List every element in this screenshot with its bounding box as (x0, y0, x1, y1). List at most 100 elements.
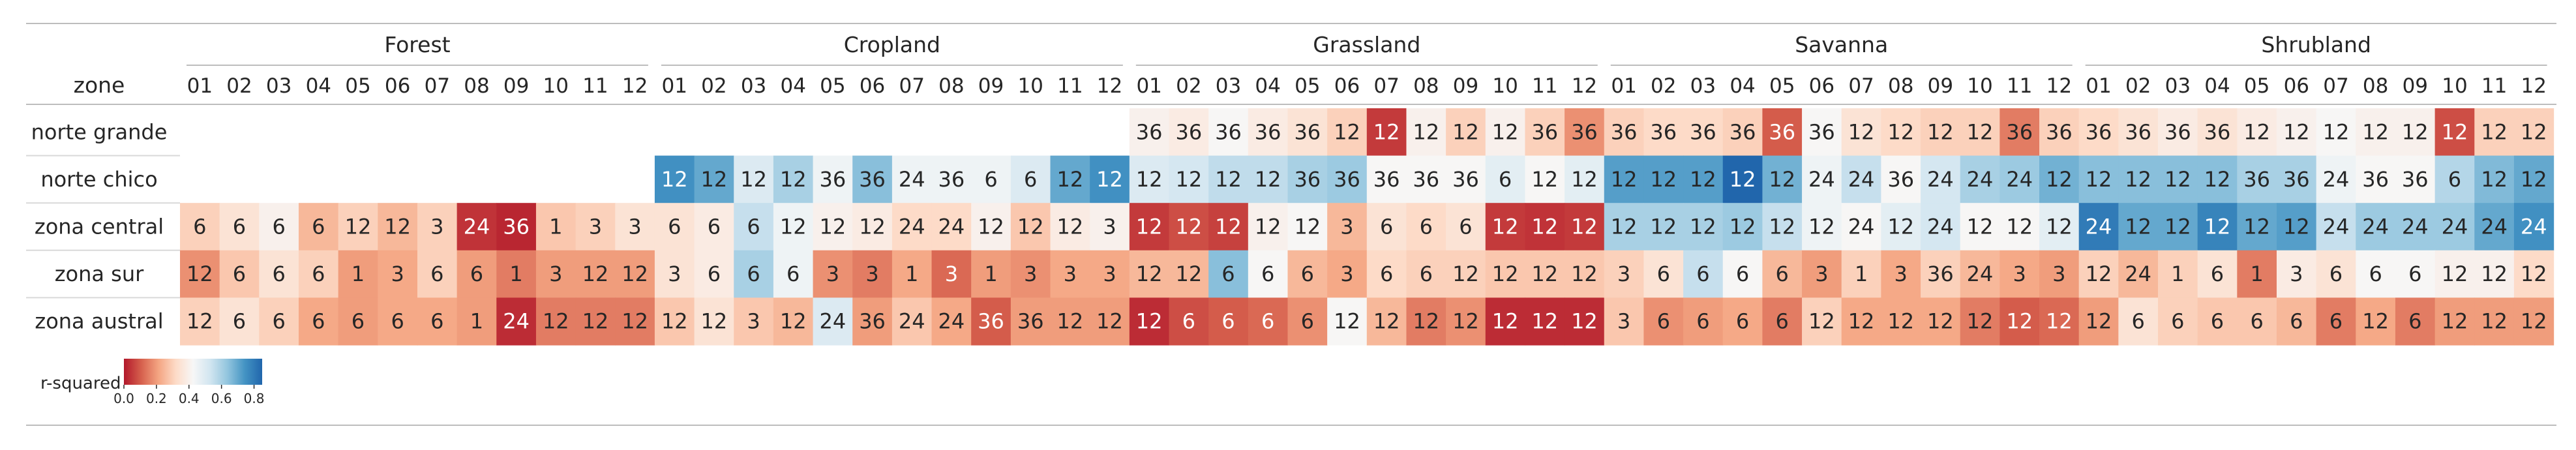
heatmap-cell (1683, 108, 1724, 157)
cell-label: 12 (622, 309, 648, 334)
month-label: 05 (2244, 74, 2269, 98)
heatmap-cell (1327, 155, 1368, 203)
cell-label: 12 (1452, 262, 1479, 286)
heatmap-cell (1050, 297, 1090, 346)
cell-label: 24 (820, 309, 846, 334)
heatmap-cell (694, 203, 734, 251)
heatmap-cell (219, 250, 260, 298)
heatmap-cell (734, 250, 774, 298)
heatmap-cell (259, 297, 299, 346)
zone-label: zona central (35, 215, 164, 239)
month-label: 06 (1809, 74, 1835, 98)
cell-label: 12 (780, 167, 807, 192)
heatmap-cell (1129, 155, 1170, 203)
heatmap-cell (1090, 250, 1130, 298)
heatmap-cell (1248, 250, 1289, 298)
cell-label: 3 (628, 215, 641, 239)
cell-label: 12 (1531, 309, 1558, 334)
cell-label: 12 (1650, 215, 1677, 239)
cell-label: 12 (1413, 119, 1439, 144)
cell-label: 36 (2402, 167, 2429, 192)
month-label: 08 (1413, 74, 1439, 98)
heatmap-cell (2118, 108, 2159, 157)
cell-label: 12 (1690, 167, 1716, 192)
cell-label: 12 (1452, 119, 1479, 144)
cell-label: 12 (1413, 309, 1439, 334)
cell-label: 12 (1492, 119, 1519, 144)
heatmap-cell (2197, 108, 2238, 157)
cell-label: 6 (2211, 309, 2224, 334)
heatmap-cell (1129, 250, 1170, 298)
cell-label: 3 (668, 262, 681, 286)
heatmap-cell (1406, 297, 1446, 346)
cell-label: 12 (2243, 215, 2270, 239)
cell-label: 24 (2521, 215, 2547, 239)
cell-label: 36 (1373, 167, 1400, 192)
heatmap-cell (1090, 297, 1130, 346)
month-label: 09 (1928, 74, 1953, 98)
cell-label: 12 (1215, 215, 1242, 239)
cell-label: 36 (1611, 119, 1638, 144)
cell-label: 24 (1848, 167, 1875, 192)
cell-label: 36 (2283, 167, 2310, 192)
month-label: 03 (1690, 74, 1716, 98)
cell-label: 12 (1927, 309, 1954, 334)
month-label: 11 (2007, 74, 2032, 98)
heatmap-cell (338, 250, 378, 298)
heatmap-cell (2078, 108, 2119, 157)
heatmap-cell (1565, 250, 1605, 298)
heatmap-cell (2513, 155, 2554, 203)
heatmap-cell (180, 250, 220, 298)
heatmap-cell (496, 250, 537, 298)
cell-label: 12 (1373, 119, 1400, 144)
heatmap-cell (2474, 155, 2515, 203)
cell-label: 6 (1776, 309, 1789, 334)
cell-label: 6 (2329, 262, 2343, 286)
heatmap-cell (813, 297, 853, 346)
heatmap-cell (1604, 155, 1645, 203)
heatmap-cell (1525, 155, 1565, 203)
heatmap-cell (219, 297, 260, 346)
heatmap-cell (615, 297, 655, 346)
heatmap-cell (1485, 203, 1526, 251)
heatmap-cell (1643, 203, 1684, 251)
cell-label: 36 (859, 167, 886, 192)
heatmap-cell (891, 203, 933, 251)
cell-label: 24 (899, 215, 925, 239)
cell-label: 1 (549, 215, 562, 239)
cell-label: 6 (2250, 309, 2263, 334)
cell-label: 24 (2006, 167, 2033, 192)
cell-label: 12 (2125, 215, 2151, 239)
cell-label: 3 (1103, 215, 1116, 239)
cell-label: 12 (2521, 309, 2547, 334)
heatmap-cell (2316, 203, 2356, 251)
heatmap-cell (2513, 203, 2554, 251)
cell-label: 24 (938, 215, 965, 239)
cell-label: 12 (2442, 262, 2468, 286)
month-label: 07 (2323, 74, 2348, 98)
heatmap-cell (2316, 297, 2356, 346)
heatmap-cell (2395, 203, 2436, 251)
cell-label: 3 (945, 262, 958, 286)
heatmap-cell (1802, 155, 1842, 203)
cell-label: 6 (747, 262, 760, 286)
heatmap-cell (1406, 250, 1446, 298)
cell-label: 12 (2204, 167, 2231, 192)
heatmap-cell (1485, 155, 1526, 203)
cell-label: 12 (2481, 309, 2508, 334)
heatmap-cell (1485, 250, 1526, 298)
heatmap-cell (535, 203, 577, 251)
heatmap-cell (1287, 250, 1328, 298)
heatmap-cell (2276, 297, 2317, 346)
month-label: 02 (1651, 74, 1676, 98)
cell-label: 12 (2086, 309, 2112, 334)
heatmap-cell (1050, 250, 1090, 298)
heatmap-cell (2395, 108, 2436, 157)
heatmap-cell (1565, 297, 1605, 346)
month-label: 03 (1216, 74, 1241, 98)
cell-label: 6 (1221, 262, 1235, 286)
cell-label: 6 (1459, 215, 1472, 239)
cell-label: 12 (1769, 215, 1795, 239)
cell-label: 6 (2211, 262, 2224, 286)
month-label: 12 (622, 74, 648, 98)
